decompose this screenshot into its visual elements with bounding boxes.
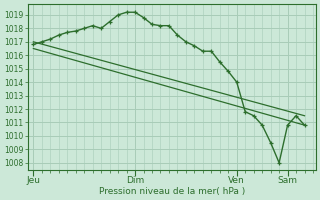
X-axis label: Pression niveau de la mer( hPa ): Pression niveau de la mer( hPa )	[99, 187, 245, 196]
